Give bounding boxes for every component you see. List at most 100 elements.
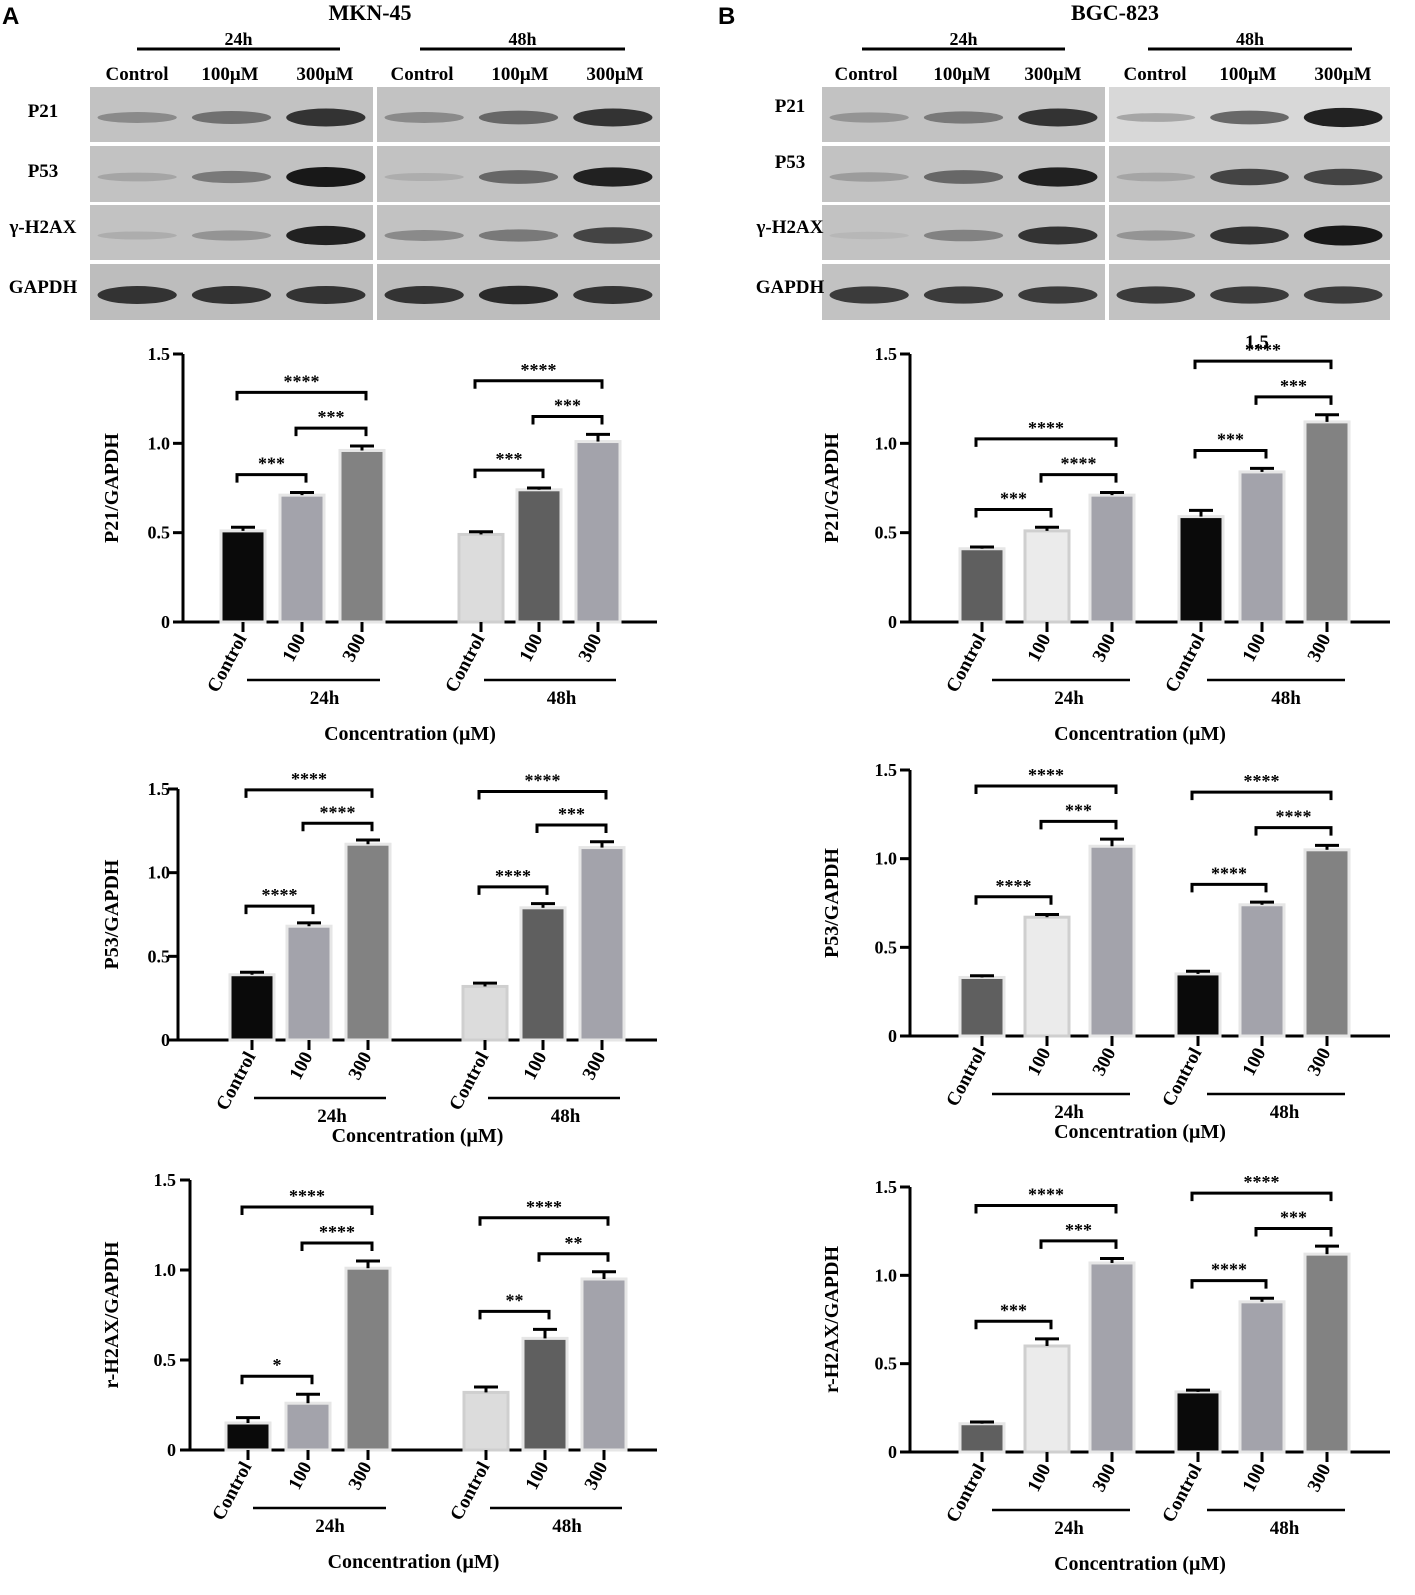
y-tick-label: 0.5 [875, 1354, 898, 1374]
significance-bracket [235, 390, 368, 401]
bar [1303, 1252, 1351, 1454]
bar-chart-b-r-h2ax-gapdh: 0 0.5 1.0 1.5 r-H2AX/GAPDH Control 100 300 Contr… [821, 1172, 1390, 1575]
bar [1088, 493, 1136, 624]
x-tick-label: 300 [1303, 630, 1335, 665]
y-axis-label: r-H2AX/GAPDH [821, 1246, 843, 1393]
significance-bracket [1039, 1239, 1118, 1249]
x-tick-label: Control [203, 630, 251, 695]
x-tick-label: 300 [574, 630, 606, 665]
bar [958, 975, 1006, 1038]
bar [219, 529, 267, 624]
y-tick-label: 0.5 [148, 523, 171, 543]
y-axis-label: P21/GAPDH [101, 433, 123, 543]
blot-band [97, 286, 177, 304]
significance-bracket [300, 1241, 374, 1251]
blot-band [1116, 286, 1196, 304]
blot-band [1018, 286, 1098, 304]
x-axis-label: Concentration (μM) [324, 723, 496, 745]
significance-label: **** [319, 1222, 355, 1242]
bar [284, 1401, 332, 1452]
significance-label: ** [565, 1233, 583, 1253]
significance-label: **** [495, 866, 531, 886]
y-tick-label: 0.5 [875, 523, 898, 543]
blot-protein-label: GAPDH [9, 277, 78, 298]
y-tick-label: 1.5 [875, 1177, 898, 1197]
significance-label: **** [1276, 807, 1312, 827]
significance-bracket [1190, 1191, 1333, 1202]
western-blot-a: 24h 48h Control 100μM 300μM Control 100μM 300μM… [9, 29, 660, 320]
y-tick-label: 0 [888, 1026, 897, 1046]
significance-bracket [1254, 1227, 1333, 1237]
significance-bracket [240, 1205, 374, 1215]
x-tick-label: Control [441, 630, 489, 695]
significance-label: *** [1280, 1208, 1307, 1228]
y-tick-label: 0 [167, 1440, 176, 1460]
blot-band [829, 172, 909, 182]
blot-band [478, 229, 559, 242]
bar [285, 924, 333, 1042]
blot-time-label: 48h [1236, 29, 1264, 49]
blot-band [97, 172, 177, 182]
significance-bracket [1254, 395, 1333, 405]
blot-lane-label: Control [1124, 64, 1187, 85]
blot-band [923, 229, 1004, 242]
y-tick-label: 0.5 [154, 1350, 177, 1370]
x-tick-label: 100 [1238, 1044, 1270, 1079]
significance-label: **** [1028, 418, 1064, 438]
western-blot-b: 24h 48h Control 100μM 300μM Control 100μM 300μM… [756, 29, 1390, 320]
blot-band [97, 112, 177, 123]
significance-bracket [974, 437, 1118, 447]
blot-band [1303, 107, 1383, 128]
significance-label: **** [284, 371, 320, 391]
bar [1023, 1344, 1071, 1454]
group-label: 24h [317, 1106, 347, 1127]
bar [1088, 844, 1136, 1038]
blot-band [1303, 225, 1383, 246]
bar [1238, 903, 1286, 1038]
significance-label: ** [506, 1290, 524, 1310]
x-tick-label: 100 [284, 1458, 316, 1493]
blot-band [829, 286, 909, 304]
significance-bracket [974, 895, 1053, 905]
x-tick-label: 300 [1088, 630, 1120, 665]
blot-band [286, 225, 366, 246]
group-label: 48h [547, 688, 577, 709]
bar [1174, 1390, 1222, 1454]
blot-band [1210, 110, 1289, 125]
significance-bracket [974, 507, 1053, 518]
blot-band [1116, 172, 1196, 182]
blot-band [1018, 108, 1098, 127]
x-tick-label: 300 [344, 1048, 376, 1083]
significance-label: *** [258, 454, 285, 474]
significance-label: **** [320, 802, 356, 822]
blot-protein-label: P53 [28, 161, 59, 182]
blot-band [478, 110, 559, 125]
significance-label: **** [289, 1186, 325, 1206]
significance-label: *** [496, 449, 523, 469]
bar [574, 440, 622, 624]
blot-band [286, 286, 366, 304]
x-tick-label: Control [446, 1458, 494, 1523]
significance-bracket [244, 788, 374, 798]
blot-band [286, 108, 366, 127]
significance-bracket [240, 1374, 314, 1385]
x-tick-label: 300 [338, 630, 370, 665]
significance-bracket [235, 473, 308, 483]
significance-bracket [473, 468, 545, 479]
blot-lane-label: Control [391, 64, 454, 85]
x-tick-label: Control [1158, 1460, 1206, 1525]
blot-band [1116, 230, 1196, 241]
extra-label: 1.5 [1245, 332, 1269, 353]
bar [344, 842, 392, 1042]
blot-band [191, 111, 272, 124]
blot-lane-label: 100μM [933, 64, 990, 85]
x-tick-label: 100 [278, 630, 310, 665]
y-tick-label: 0.5 [875, 937, 898, 957]
significance-label: **** [1211, 863, 1247, 883]
significance-label: *** [554, 396, 581, 416]
blot-band [384, 172, 464, 182]
blot-band [286, 167, 366, 187]
x-tick-label: 300 [344, 1458, 376, 1493]
x-axis-label: Concentration (μM) [1054, 723, 1226, 745]
x-tick-label: Control [942, 630, 990, 695]
